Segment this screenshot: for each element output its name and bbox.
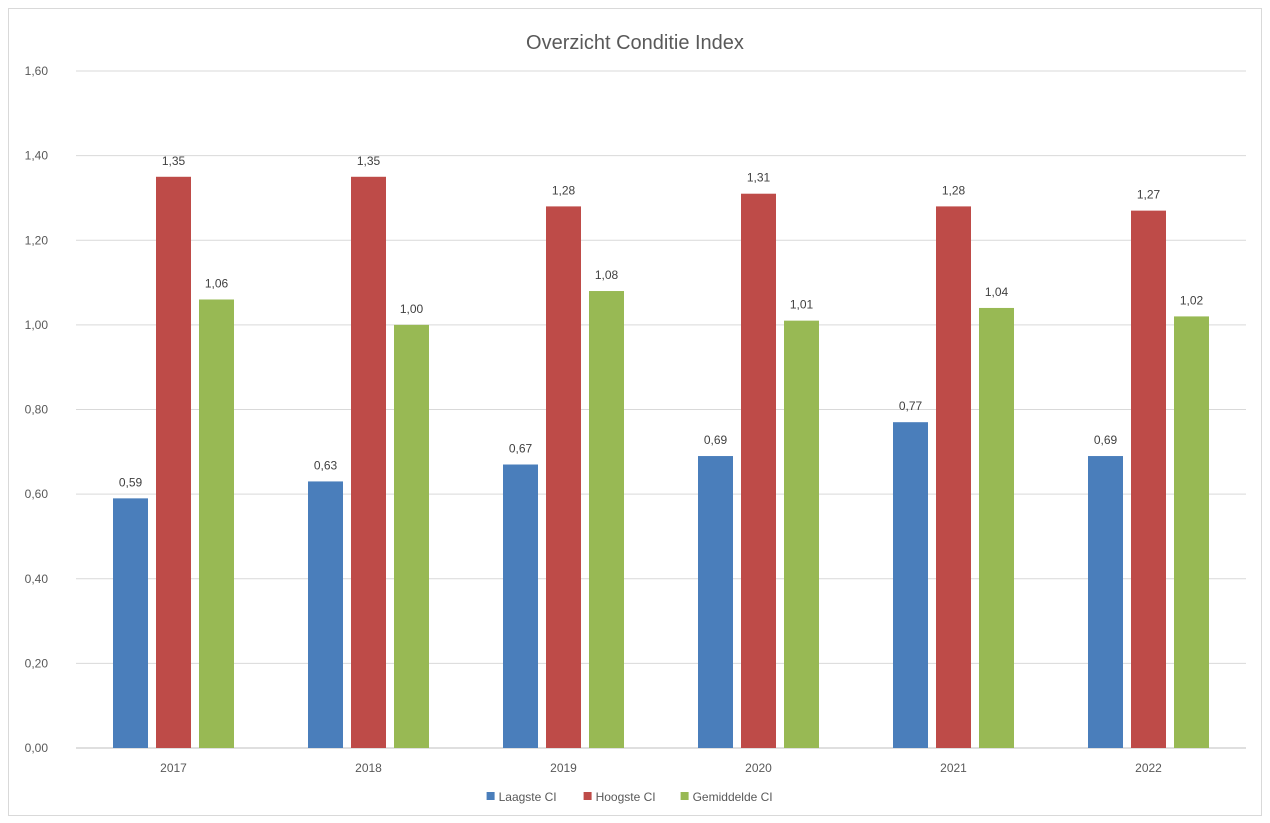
legend-swatch [486, 792, 495, 800]
bar-hoogste-ci [936, 206, 971, 748]
bar-hoogste-ci [156, 176, 191, 748]
data-label: 1,04 [985, 285, 1009, 299]
bar-gemiddelde-ci [1174, 316, 1209, 748]
bar-hoogste-ci [546, 206, 581, 748]
bars [113, 176, 1209, 749]
bar-chart: Overzicht Conditie Index 0,00 0,20 0,40 0,6… [25, 32, 1246, 804]
data-label: 0,59 [119, 475, 143, 489]
data-label: 0,69 [1094, 433, 1118, 447]
bar-laagste-ci [893, 422, 928, 748]
data-label: 0,69 [704, 433, 728, 447]
data-label: 1,08 [595, 268, 619, 282]
data-label: 1,28 [552, 183, 576, 197]
data-label: 1,00 [400, 302, 424, 316]
legend: Laagste CI Hoogste CI Gemiddelde CI [486, 790, 773, 804]
y-tick-label: 0,80 [25, 403, 49, 417]
bar-laagste-ci [503, 464, 538, 748]
data-label: 0,63 [314, 458, 338, 472]
x-tick-label: 2018 [355, 761, 382, 775]
legend-label: Hoogste CI [596, 790, 656, 804]
y-tick-label: 0,60 [25, 487, 49, 501]
x-tick-label: 2017 [160, 761, 187, 775]
data-label: 1,31 [747, 171, 771, 185]
bar-gemiddelde-ci [979, 307, 1014, 748]
bar-hoogste-ci [1131, 210, 1166, 749]
legend-swatch [680, 792, 689, 800]
bar-hoogste-ci [351, 176, 386, 748]
data-label: 1,02 [1180, 293, 1204, 307]
bar-gemiddelde-ci [199, 299, 234, 748]
y-tick-label: 1,40 [25, 149, 49, 163]
data-label: 0,77 [899, 399, 923, 413]
legend-label: Gemiddelde CI [693, 790, 773, 804]
y-tick-label: 1,60 [25, 64, 49, 78]
y-tick-label: 1,20 [25, 233, 49, 247]
y-tick-label: 1,00 [25, 318, 49, 332]
bar-gemiddelde-ci [394, 324, 429, 748]
data-label: 0,67 [509, 442, 533, 456]
gridlines [76, 70, 1246, 749]
y-tick-label: 0,20 [25, 656, 49, 670]
bar-laagste-ci [1088, 456, 1123, 748]
bar-laagste-ci [113, 498, 148, 748]
bar-laagste-ci [698, 456, 733, 748]
x-tick-label: 2021 [940, 761, 967, 775]
data-label: 1,35 [162, 154, 186, 168]
bar-laagste-ci [308, 481, 343, 748]
x-tick-label: 2019 [550, 761, 577, 775]
x-tick-label: 2020 [745, 761, 772, 775]
legend-swatch [583, 792, 592, 800]
y-tick-label: 0,00 [25, 741, 49, 755]
x-tick-label: 2022 [1135, 761, 1162, 775]
bar-gemiddelde-ci [784, 320, 819, 748]
data-label: 1,01 [790, 298, 814, 312]
x-axis-tick-labels: 2017 2018 2019 2020 2021 2022 [160, 761, 1162, 775]
y-axis-tick-labels: 0,00 0,20 0,40 0,60 0,80 1,00 1,20 1,40 1,60 [25, 64, 49, 755]
data-label: 1,06 [205, 276, 229, 290]
y-tick-label: 0,40 [25, 572, 49, 586]
legend-label: Laagste CI [499, 790, 557, 804]
chart-title: Overzicht Conditie Index [526, 32, 744, 54]
data-label: 1,27 [1137, 188, 1161, 202]
data-label: 1,35 [357, 154, 381, 168]
chart-frame: Overzicht Conditie Index 0,00 0,20 0,40 0,6… [8, 8, 1262, 816]
bar-gemiddelde-ci [589, 291, 624, 748]
bar-hoogste-ci [741, 193, 776, 749]
data-labels: 0,59 1,35 1,06 0,63 1,35 1,00 0,67 1,28 1,08 0,69… [119, 154, 1204, 490]
data-label: 1,28 [942, 183, 966, 197]
